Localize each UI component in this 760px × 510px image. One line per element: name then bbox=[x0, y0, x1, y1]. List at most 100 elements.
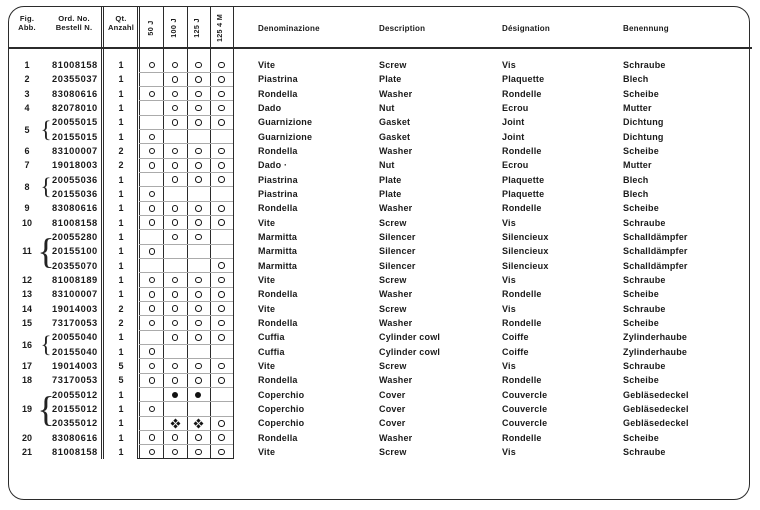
model-mark-cell bbox=[141, 130, 163, 144]
grid-row-separator bbox=[139, 86, 233, 88]
table-row: 20155100 1 Marmitta Silencer Silencieux Schal… bbox=[0, 243, 760, 258]
quantity-value: 1 bbox=[118, 260, 124, 271]
model-mark-cell bbox=[164, 302, 186, 316]
table-row: 1 81008158 1 Vite Screw Vis Schraube bbox=[0, 58, 760, 72]
quantity-value: 1 bbox=[118, 217, 124, 228]
grid-row-separator bbox=[139, 272, 233, 274]
name-english: Cover bbox=[379, 389, 406, 400]
name-french: Vis bbox=[502, 360, 516, 371]
quantity-value: 1 bbox=[118, 231, 124, 242]
model-mark-cell bbox=[164, 273, 186, 287]
model-mark-cell bbox=[141, 144, 163, 158]
model-column-rule-2 bbox=[186, 7, 188, 459]
name-english: Washer bbox=[379, 375, 413, 386]
grid-row-separator bbox=[139, 157, 233, 159]
model-mark-cell bbox=[210, 431, 232, 445]
fitted-circle-mark bbox=[148, 90, 156, 98]
name-french: Rondelle bbox=[502, 145, 542, 156]
quantity-value: 2 bbox=[118, 160, 124, 171]
grid-row-separator bbox=[139, 286, 233, 288]
name-english: Washer bbox=[379, 145, 413, 156]
name-german: Schraube bbox=[623, 60, 666, 70]
fitted-circle-mark bbox=[218, 205, 225, 212]
part-number: 19018003 bbox=[52, 160, 98, 171]
model-mark-cell bbox=[187, 144, 209, 158]
header-order-number: Ord. No. Bestell N. bbox=[44, 14, 104, 32]
name-german: Dichtung bbox=[623, 131, 664, 142]
fig-number: 20 bbox=[21, 432, 32, 443]
quantity-value: 1 bbox=[118, 332, 124, 343]
fitted-circle-mark bbox=[218, 119, 225, 126]
fitted-circle-mark bbox=[171, 90, 179, 98]
model-mark-cell bbox=[210, 359, 232, 373]
fitted-circle-mark bbox=[218, 76, 225, 83]
fitted-circle-mark bbox=[148, 162, 156, 169]
name-french: Ecrou bbox=[502, 102, 529, 113]
name-french: Rondelle bbox=[502, 289, 542, 300]
model-mark-cell bbox=[164, 445, 186, 459]
model-mark-cell bbox=[164, 287, 186, 301]
part-number: 20355012 bbox=[52, 418, 98, 429]
table-row: 3 83080616 1 Rondella Washer Rondelle Scheibe bbox=[0, 86, 760, 101]
grid-row-separator bbox=[139, 444, 233, 446]
name-german: Scheibe bbox=[623, 432, 659, 443]
table-row: 20 83080616 1 Rondella Washer Rondelle Scheibe bbox=[0, 430, 760, 445]
model-mark-cell bbox=[210, 144, 232, 158]
model-mark-cell bbox=[187, 445, 209, 459]
model-mark-cell bbox=[210, 58, 232, 72]
name-french: Silencieux bbox=[502, 246, 549, 257]
fitted-circle-mark bbox=[148, 319, 156, 327]
fitted-circle-mark bbox=[148, 276, 156, 284]
fig-number: 12 bbox=[21, 274, 32, 285]
grid-row-separator bbox=[139, 215, 233, 217]
fitted-circle-mark bbox=[218, 434, 225, 442]
model-mark-cell bbox=[210, 201, 232, 215]
column-rule-after-qty bbox=[136, 7, 141, 459]
model-mark-cell bbox=[210, 101, 232, 115]
name-german: Gebläsedeckel bbox=[623, 389, 689, 400]
grid-row-separator bbox=[139, 329, 233, 331]
fitted-circle-mark bbox=[171, 334, 179, 341]
name-german: Schraube bbox=[623, 274, 666, 285]
quantity-value: 1 bbox=[118, 188, 124, 199]
name-italian: Coperchio bbox=[258, 389, 305, 400]
header-fig: Fig. Abb. bbox=[14, 14, 40, 32]
model-mark-cell bbox=[141, 445, 163, 459]
brace-glyph: { bbox=[40, 332, 52, 358]
model-mark-cell bbox=[210, 87, 232, 101]
model-mark-cell bbox=[187, 87, 209, 101]
quantity-value: 1 bbox=[118, 346, 124, 357]
model-column-rule-1 bbox=[163, 7, 165, 459]
name-english: Cylinder cowl bbox=[379, 346, 441, 357]
model-mark-cell bbox=[141, 302, 163, 316]
fig-number: 17 bbox=[21, 360, 32, 371]
table-row: 20055036 1 Piastrina Plate Plaquette Blech bbox=[0, 172, 760, 187]
fitted-circle-mark bbox=[195, 76, 202, 83]
fitted-circle-mark bbox=[171, 176, 179, 184]
name-french: Rondelle bbox=[502, 375, 542, 386]
fitted-circle-mark bbox=[148, 205, 156, 212]
fitted-circle-mark bbox=[148, 147, 156, 155]
fig-number: 15 bbox=[21, 317, 32, 328]
quantity-value: 1 bbox=[118, 60, 124, 70]
table-row: 20055040 1 Cuffia Cylinder cowl Coiffe Zylind… bbox=[0, 329, 760, 344]
header-divider bbox=[8, 47, 752, 50]
header-benennung: Benennung bbox=[623, 24, 669, 33]
grid-row-separator bbox=[139, 387, 233, 389]
fitted-circle-mark bbox=[195, 147, 202, 155]
quantity-value: 1 bbox=[118, 88, 124, 99]
model-mark-cell bbox=[164, 158, 186, 172]
table-row: 14 19014003 2 Vite Screw Vis Schraube bbox=[0, 301, 760, 316]
model-mark-cell bbox=[187, 359, 209, 373]
model-mark-cell bbox=[187, 316, 209, 330]
grid-row-separator bbox=[139, 100, 233, 102]
header-qty-line2: Anzahl bbox=[107, 23, 135, 32]
name-french: Vis bbox=[502, 217, 516, 228]
group-brace: { bbox=[40, 330, 52, 359]
name-french: Couvercle bbox=[502, 389, 548, 400]
name-german: Schalldämpfer bbox=[623, 231, 688, 242]
part-number: 20055280 bbox=[52, 231, 98, 242]
fitted-circle-mark bbox=[171, 61, 179, 69]
part-number: 83080616 bbox=[52, 203, 98, 214]
quantity-value: 1 bbox=[118, 418, 124, 429]
